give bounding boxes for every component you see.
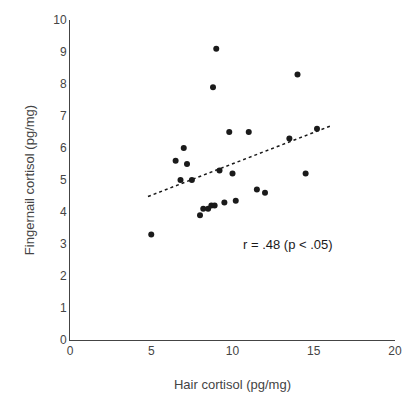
svg-text:Hair cortisol (pg/mg): Hair cortisol (pg/mg) — [174, 377, 291, 392]
svg-text:8: 8 — [60, 77, 67, 91]
svg-text:3: 3 — [60, 237, 67, 251]
svg-text:20: 20 — [388, 344, 402, 358]
svg-text:7: 7 — [60, 109, 67, 123]
svg-text:1: 1 — [60, 301, 67, 315]
svg-text:10: 10 — [53, 13, 67, 27]
svg-text:9: 9 — [60, 45, 67, 59]
svg-text:r = .48 (p < .05): r = .48 (p < .05) — [243, 237, 333, 252]
svg-text:4: 4 — [60, 205, 67, 219]
svg-text:0: 0 — [67, 344, 74, 358]
svg-text:5: 5 — [60, 173, 67, 187]
svg-text:15: 15 — [307, 344, 321, 358]
svg-text:2: 2 — [60, 269, 67, 283]
svg-text:0: 0 — [60, 333, 67, 347]
svg-text:6: 6 — [60, 141, 67, 155]
svg-text:5: 5 — [148, 344, 155, 358]
svg-text:10: 10 — [226, 344, 240, 358]
svg-text:Fingernail cortisol (pg/mg): Fingernail cortisol (pg/mg) — [22, 105, 37, 255]
